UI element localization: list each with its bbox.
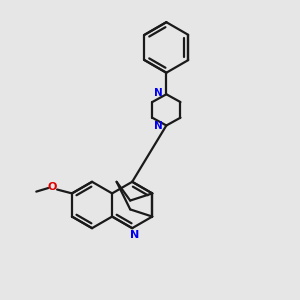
Text: N: N bbox=[130, 230, 139, 240]
Text: N: N bbox=[154, 88, 162, 98]
Text: O: O bbox=[48, 182, 57, 192]
Text: N: N bbox=[154, 122, 162, 131]
